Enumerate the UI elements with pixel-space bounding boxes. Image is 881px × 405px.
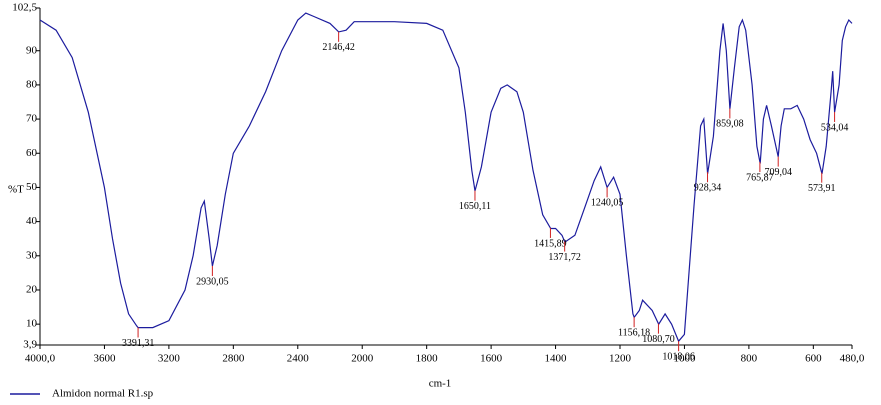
y-tick-label: 60 [26,147,38,159]
y-tick-label: 30 [26,249,38,261]
x-tick-label: 600 [805,353,822,365]
peak-label: 534,04 [821,122,849,133]
peak-label: 1080,70 [642,334,675,345]
peak-label: 928,34 [694,183,722,194]
y-tick-label: 50 [26,181,38,193]
y-tick-label: 20 [26,284,38,296]
peak-label: 2146,42 [322,42,355,53]
x-tick-label: 1000 [673,353,696,365]
y-tick-label: 40 [26,215,38,227]
peak-label: 765,87 [746,172,774,183]
y-axis-label: %T [8,184,24,196]
y-tick-label: 70 [26,113,38,125]
peak-label: 1650,11 [459,201,491,212]
y-tick-label: 80 [26,78,38,90]
y-tick-label: 102,5 [12,2,37,14]
peak-label: 3391,31 [122,338,155,349]
x-tick-label: 1800 [416,353,439,365]
peak-label: 1371,72 [548,252,581,263]
x-tick-label: 800 [741,353,758,365]
x-tick-label: 1600 [480,353,503,365]
x-tick-label: 3200 [158,353,181,365]
x-tick-label: 2400 [287,353,310,365]
y-tick-label: 90 [26,44,38,56]
peak-label: 1018,06 [662,351,695,362]
legend-label: Almidon normal R1.sp [52,388,154,400]
peak-label: 709,04 [764,167,792,178]
x-tick-label: 2800 [222,353,245,365]
y-tick-label: 3,9 [23,339,37,351]
x-tick-label: 2000 [351,353,374,365]
x-tick-label: 1400 [545,353,568,365]
peak-label: 1240,05 [591,198,624,209]
spectrum-line [39,12,853,343]
peak-label: 1156,18 [618,327,650,338]
peak-label: 859,08 [716,119,744,130]
x-tick-label: 3600 [93,353,116,365]
peak-label: 1415,89 [534,238,567,249]
x-tick-label: 1200 [609,353,632,365]
x-tick-label: 480,0 [840,353,865,365]
peak-label: 2930,05 [196,276,229,287]
x-tick-label: 4000,0 [25,353,56,365]
y-tick-label: 10 [26,318,38,330]
x-axis-label: cm-1 [429,378,452,390]
peak-label: 573,91 [808,183,836,194]
